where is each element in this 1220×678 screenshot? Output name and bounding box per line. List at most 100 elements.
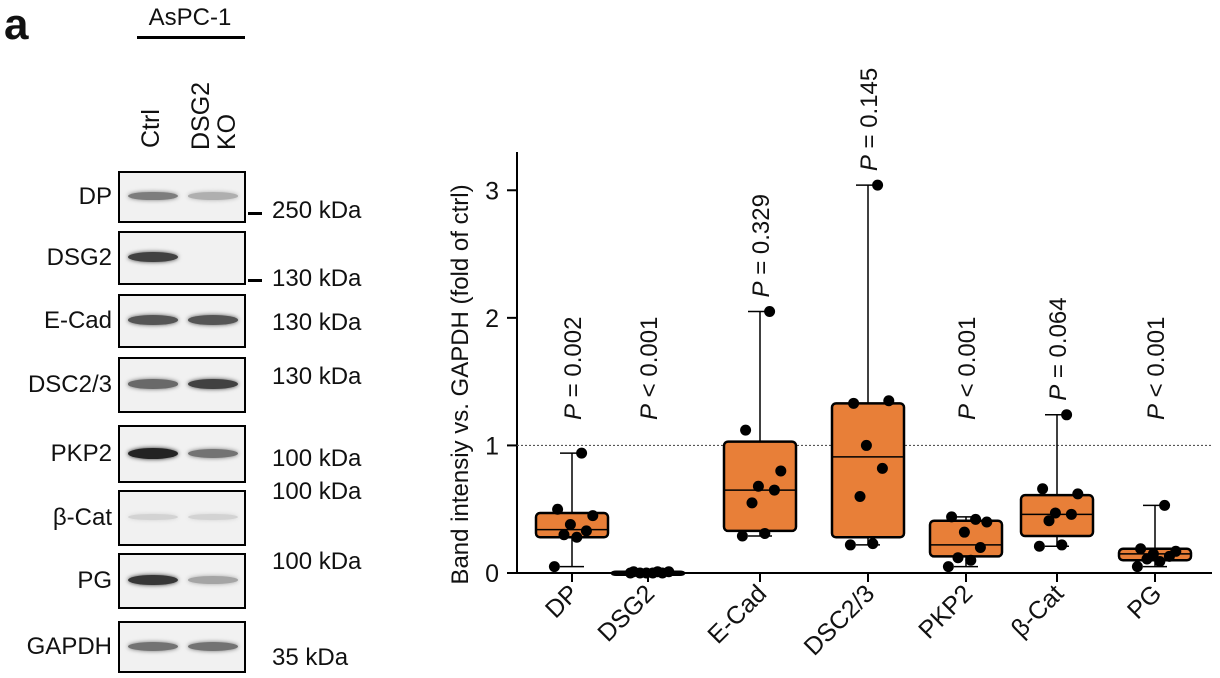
p-symbol: P [636,404,663,420]
blot-pg [118,553,246,609]
p-value: = 0.064 [1045,297,1072,384]
band-ko [188,315,238,325]
molecular-weight-label: 130 kDa [272,363,362,390]
data-point [1072,488,1084,500]
data-point [970,513,982,525]
blot-e-cad [118,294,246,348]
molecular-weight-label: 100 kDa [272,548,362,575]
data-point [1147,548,1159,560]
box [928,519,1004,558]
blot-dsg2 [118,231,246,285]
data-point [759,527,771,539]
molecular-weight-label: 100 kDa [272,445,362,472]
band-ctrl [128,251,178,263]
blot-gapdh [118,621,246,673]
data-point [564,519,576,531]
data-point [752,480,764,492]
band-ko [188,192,238,200]
data-point [860,439,872,451]
data-point [946,511,958,523]
protein-label: PG [77,567,112,594]
protein-label: E-Cad [43,307,112,334]
data-point [1135,543,1147,555]
mw-tick [248,212,262,215]
protein-label: DSC2/3 [27,371,112,398]
p-symbol: P [1143,404,1170,420]
data-point [974,541,986,553]
data-point [764,305,776,317]
data-point [952,552,964,564]
data-point [867,538,879,550]
protein-label: DP [78,183,112,210]
data-point [1159,499,1171,511]
data-point [628,566,640,578]
p-symbol: P [1045,385,1072,401]
p-value: = 0.002 [560,317,587,404]
blot-dp [118,171,246,223]
p-value-label: P = 0.064 [1045,297,1072,400]
p-value-label: P < 0.001 [954,317,981,420]
data-point [1043,515,1055,527]
molecular-weight-label: 130 kDa [272,265,362,292]
mw-tick [248,279,262,282]
data-point [1049,507,1061,519]
p-value: < 0.001 [954,317,981,404]
band-ko [188,576,238,584]
band-ctrl [128,574,178,586]
band-ctrl [128,315,178,325]
p-value-label: P < 0.001 [636,317,663,420]
cell-line-label: AsPC-1 [148,4,232,31]
category-label: DSG2 [592,579,660,647]
panel-letter: a [4,0,29,49]
data-point [958,526,970,538]
band-ko [188,641,238,651]
box [830,402,906,539]
p-symbol: P [954,404,981,420]
data-point [848,397,860,409]
protein-label: GAPDH [26,633,112,660]
data-point [844,539,856,551]
data-point [981,516,993,528]
category-label: PG [1122,579,1167,624]
category-label: DSC2/3 [799,579,881,661]
blot--cat [118,490,246,546]
molecular-weight-label: 35 kDa [272,644,349,671]
data-point [663,566,675,578]
p-value-label: P = 0.145 [856,68,883,171]
band-ko [188,448,238,458]
category-label: DP [540,579,584,623]
protein-label: DSG2 [46,244,112,271]
blot-dsc2-3 [118,357,246,413]
data-point [965,554,977,566]
data-point [1061,409,1073,421]
data-point [640,567,652,579]
data-point [587,510,599,522]
protein-label: PKP2 [50,440,112,467]
data-point [942,561,954,573]
p-value: = 0.329 [748,194,775,281]
cell-line-rule [137,36,245,39]
band-ctrl [128,379,178,389]
p-symbol: P [560,404,587,420]
molecular-weight-label: 100 kDa [272,478,362,505]
data-point [1170,545,1182,557]
y-tick-label: 1 [485,432,499,460]
protein-label: β-Cat [52,504,112,531]
data-point [883,395,895,407]
category-label: E-Cad [702,579,772,649]
data-point [736,530,748,542]
p-value-label: P = 0.329 [748,194,775,297]
p-value: < 0.001 [1143,317,1170,404]
data-point [1037,483,1049,495]
data-point [1065,508,1077,520]
data-point [576,447,588,459]
p-value-label: P < 0.001 [1143,317,1170,420]
band-ctrl [128,641,178,651]
data-point [1131,561,1143,573]
data-point [746,497,758,509]
data-point [1056,539,1068,551]
molecular-weight-label: 250 kDa [272,197,362,224]
data-point [768,484,780,496]
data-point [1033,540,1045,552]
data-point [872,179,884,191]
